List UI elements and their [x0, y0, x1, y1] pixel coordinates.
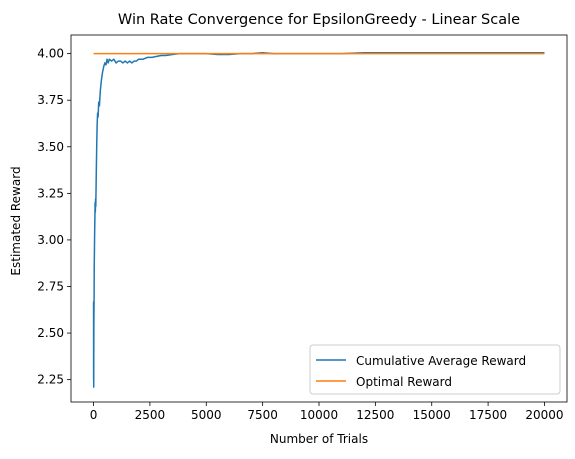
y-axis-ticks: 2.25 2.50 2.75 3.00 3.25 3.50 3.75 4.00: [37, 47, 71, 387]
x-axis-ticks: 0 2500 5000 7500 10000 12500 15000 17500 20000: [90, 402, 564, 422]
legend-box: [309, 344, 561, 395]
legend-label-cumulative: Cumulative Average Reward: [356, 354, 526, 368]
x-tick-label: 20000: [525, 408, 563, 422]
y-tick-label: 3.00: [37, 233, 64, 247]
legend: Cumulative Average Reward Optimal Reward: [309, 344, 561, 395]
x-tick-label: 7500: [247, 408, 278, 422]
y-tick-label: 3.25: [37, 186, 64, 200]
y-tick-label: 4.00: [37, 47, 64, 61]
x-tick-label: 17500: [469, 408, 507, 422]
x-tick-label: 0: [90, 408, 98, 422]
legend-label-optimal: Optimal Reward: [356, 375, 452, 389]
y-axis-label: Estimated Reward: [9, 166, 23, 275]
x-tick-label: 10000: [300, 408, 338, 422]
y-tick-label: 3.50: [37, 140, 64, 154]
x-tick-label: 12500: [356, 408, 394, 422]
x-tick-label: 2500: [135, 408, 166, 422]
x-tick-label: 15000: [413, 408, 451, 422]
y-tick-label: 2.25: [37, 373, 64, 387]
x-axis-label: Number of Trials: [270, 432, 368, 446]
series-lines: [92, 51, 545, 388]
chart-title: Win Rate Convergence for EpsilonGreedy -…: [118, 12, 520, 28]
x-tick-label: 5000: [191, 408, 222, 422]
y-tick-label: 3.75: [37, 93, 64, 107]
y-tick-label: 2.75: [37, 279, 64, 293]
y-tick-label: 2.50: [37, 326, 64, 340]
